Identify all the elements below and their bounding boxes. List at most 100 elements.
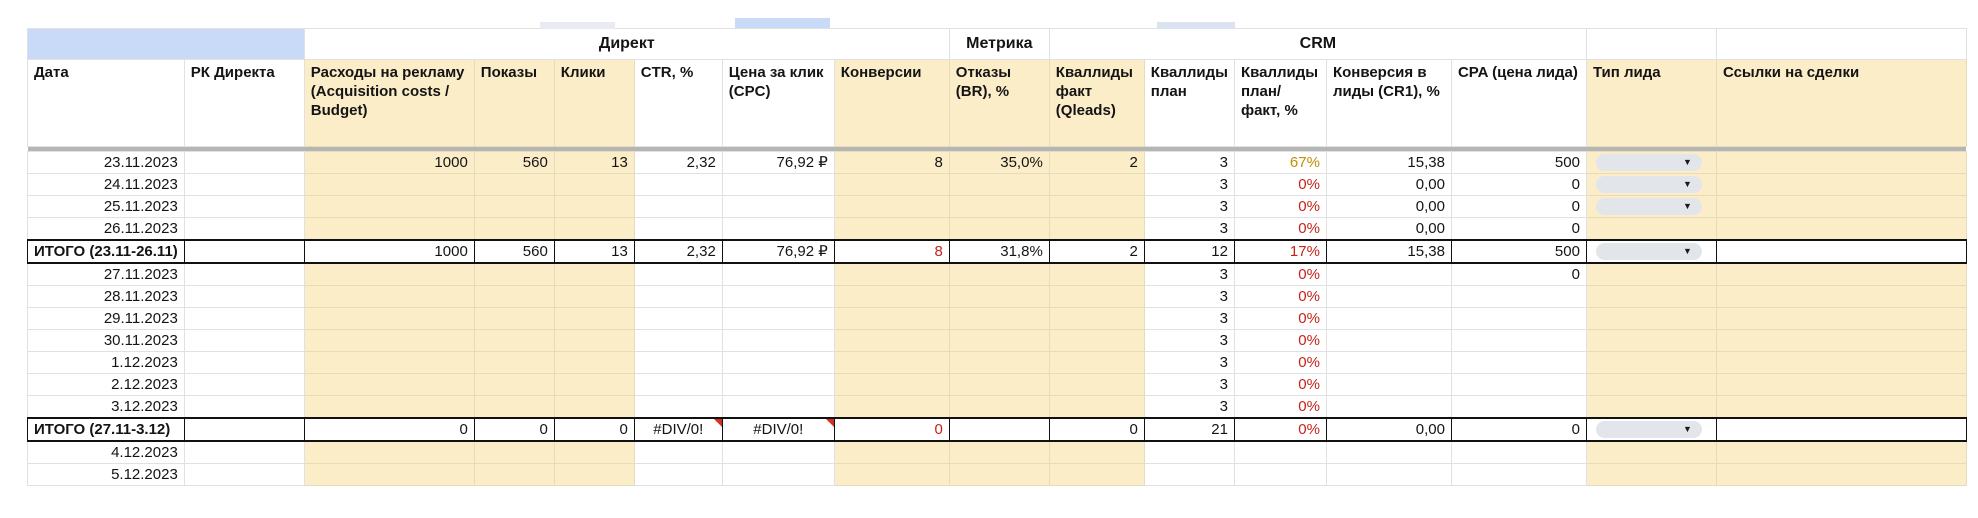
cell-conv[interactable] (833, 307, 950, 330)
cell-spend[interactable] (303, 195, 475, 218)
cell-spend[interactable]: 1000 (303, 239, 475, 264)
cell-date[interactable]: ИТОГО (27.11-3.12) (27, 417, 185, 442)
cell-links[interactable] (1715, 173, 1967, 196)
column-header-cr1[interactable]: Конверсия в лиды (CR1), % (1325, 59, 1452, 147)
cell-cpc[interactable]: #DIV/0! (721, 417, 835, 442)
cell-br[interactable]: 31,8% (948, 239, 1050, 264)
cell-qpf[interactable] (1233, 463, 1327, 486)
cell-rk[interactable] (183, 351, 305, 374)
column-header-spend[interactable]: Расходы на рекламу (Acquisition costs / … (303, 59, 475, 147)
cell-date[interactable]: 27.11.2023 (27, 262, 185, 286)
group-header-crm[interactable]: CRM (1048, 28, 1587, 60)
cell-lead[interactable] (1585, 440, 1717, 464)
cell-br[interactable] (948, 217, 1050, 241)
cell-conv[interactable] (833, 329, 950, 352)
cell-qpf[interactable]: 67% (1233, 151, 1327, 174)
cell-date[interactable]: 4.12.2023 (27, 440, 185, 464)
cell-lead[interactable]: ▼ (1585, 151, 1717, 174)
cell-br[interactable] (948, 329, 1050, 352)
cell-ctr[interactable] (633, 195, 723, 218)
cell-qpf[interactable]: 0% (1233, 307, 1327, 330)
cell-qpf[interactable]: 0% (1233, 262, 1327, 286)
cell-date[interactable]: 24.11.2023 (27, 173, 185, 196)
cell-cpa[interactable] (1450, 329, 1587, 352)
cell-clicks[interactable] (553, 307, 635, 330)
column-header-cpa[interactable]: CPA (цена лида) (1450, 59, 1587, 147)
cell-clicks[interactable] (553, 329, 635, 352)
cell-cpa[interactable]: 500 (1450, 151, 1587, 174)
cell-links[interactable] (1715, 440, 1967, 464)
cell-qfact[interactable] (1048, 217, 1145, 241)
cell-spend[interactable] (303, 307, 475, 330)
cell-ctr[interactable] (633, 329, 723, 352)
cell-shows[interactable] (473, 440, 555, 464)
cell-cpc[interactable] (721, 440, 835, 464)
column-header-cpc[interactable]: Цена за клик (CPC) (721, 59, 835, 147)
cell-spend[interactable] (303, 217, 475, 241)
cell-cpa[interactable] (1450, 285, 1587, 308)
cell-qfact[interactable]: 2 (1048, 239, 1145, 264)
cell-rk[interactable] (183, 463, 305, 486)
cell-spend[interactable] (303, 329, 475, 352)
cell-qpf[interactable]: 0% (1233, 417, 1327, 442)
cell-rk[interactable] (183, 329, 305, 352)
cell-conv[interactable] (833, 351, 950, 374)
cell-shows[interactable]: 560 (473, 239, 555, 264)
cell-cr1[interactable]: 15,38 (1325, 239, 1452, 264)
cell-qplan[interactable]: 3 (1143, 307, 1235, 330)
cell-spend[interactable] (303, 285, 475, 308)
cell-cpc[interactable] (721, 173, 835, 196)
cell-conv[interactable] (833, 195, 950, 218)
cell-links[interactable] (1715, 307, 1967, 330)
cell-cpa[interactable] (1450, 463, 1587, 486)
cell-conv[interactable]: 8 (833, 151, 950, 174)
cell-date[interactable]: 26.11.2023 (27, 217, 185, 241)
cell-lead[interactable] (1585, 285, 1717, 308)
cell-conv[interactable] (833, 463, 950, 486)
cell-conv[interactable] (833, 285, 950, 308)
cell-cr1[interactable]: 0,00 (1325, 417, 1452, 442)
cell-spend[interactable] (303, 262, 475, 286)
cell-cpa[interactable] (1450, 373, 1587, 396)
cell-qpf[interactable]: 0% (1233, 351, 1327, 374)
cell-br[interactable] (948, 262, 1050, 286)
cell-lead[interactable]: ▼ (1585, 195, 1717, 218)
cell-qplan[interactable]: 3 (1143, 329, 1235, 352)
cell-qplan[interactable]: 3 (1143, 395, 1235, 419)
cell-ctr[interactable] (633, 440, 723, 464)
cell-shows[interactable] (473, 285, 555, 308)
cell-date[interactable]: 23.11.2023 (27, 151, 185, 174)
cell-shows[interactable]: 0 (473, 417, 555, 442)
cell-ctr[interactable]: 2,32 (633, 151, 723, 174)
column-header-br[interactable]: Отказы (BR), % (948, 59, 1050, 147)
cell-qplan[interactable]: 3 (1143, 151, 1235, 174)
cell-ctr[interactable] (633, 262, 723, 286)
cell-ctr[interactable] (633, 285, 723, 308)
cell-qpf[interactable]: 0% (1233, 373, 1327, 396)
cell-qfact[interactable] (1048, 351, 1145, 374)
cell-date[interactable]: 1.12.2023 (27, 351, 185, 374)
group-header-empty[interactable] (27, 28, 305, 60)
cell-cpc[interactable] (721, 217, 835, 241)
cell-cr1[interactable] (1325, 440, 1452, 464)
cell-links[interactable] (1715, 151, 1967, 174)
cell-spend[interactable]: 1000 (303, 151, 475, 174)
cell-links[interactable] (1715, 463, 1967, 486)
cell-qpf[interactable]: 17% (1233, 239, 1327, 264)
cell-clicks[interactable] (553, 285, 635, 308)
cell-qfact[interactable] (1048, 463, 1145, 486)
cell-conv[interactable] (833, 262, 950, 286)
column-header-date[interactable]: Дата (27, 59, 185, 147)
cell-spend[interactable] (303, 440, 475, 464)
group-header-empty[interactable] (1715, 28, 1967, 60)
cell-cpc[interactable] (721, 195, 835, 218)
group-header-директ[interactable]: Директ (303, 28, 950, 60)
cell-cpc[interactable] (721, 351, 835, 374)
cell-br[interactable] (948, 173, 1050, 196)
cell-clicks[interactable] (553, 351, 635, 374)
cell-cr1[interactable]: 15,38 (1325, 151, 1452, 174)
cell-shows[interactable] (473, 307, 555, 330)
cell-lead[interactable] (1585, 262, 1717, 286)
cell-qfact[interactable] (1048, 262, 1145, 286)
cell-qpf[interactable]: 0% (1233, 285, 1327, 308)
